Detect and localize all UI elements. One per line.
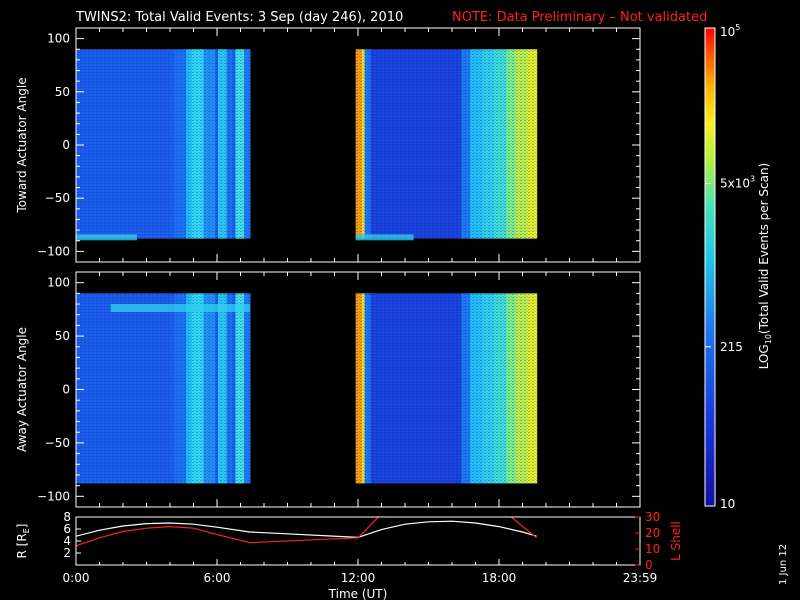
x-tick-label: 18:00 [482,571,517,585]
heatmap-feature [110,304,250,313]
colorbar-tick-label: 10 [720,497,735,511]
y-tick-label: 100 [47,32,70,46]
y-tick-label: −50 [45,436,70,450]
panel-background [76,517,640,565]
left-tick-label: 4 [63,534,71,548]
colorbar-tick-base: 215 [720,340,743,354]
data-block [355,49,538,241]
x-tick-label: 0:00 [63,571,90,585]
colorbar-label-rest: (Total Valid Events per Scan) [757,163,771,334]
left-tick-label: 6 [63,522,71,536]
y-tick-label: −100 [37,244,70,258]
y-tick-label: 0 [62,138,70,152]
y-tick-label: −50 [45,191,70,205]
x-tick-label: 6:00 [204,571,231,585]
colorbar-label: LOG10(Total Valid Events per Scan) [757,163,773,370]
heatmap-texture [76,293,250,484]
right-tick-label: 0 [645,558,653,572]
y-tick-label: 0 [62,383,70,397]
left-axis-label-main: R [R [15,533,29,558]
colorbar-tick-base: 10 [720,25,735,39]
colorbar-tick-base: 5x10 [720,176,750,190]
colorbar-tick-label: 215 [720,340,743,354]
toward-angle-panel: 100 50 0 −50 −100 Toward Actuator Angle [15,27,641,263]
x-tick-label: 23:59 [623,571,658,585]
heatmap-texture [355,293,537,484]
plot-date: 1 Jun 12 [778,544,789,585]
colorbar-tick-base: 10 [720,497,735,511]
left-axis-label-sub: E [22,528,31,533]
chart-title: TWINS2: Total Valid Events: 3 Sep (day 2… [75,10,403,25]
colorbar-tick-label: 105 [720,23,740,39]
data-block [76,49,251,241]
y-axis-label: Toward Actuator Angle [15,77,29,213]
away-angle-panel: 100 50 0 −50 −100 Away Actuator Angle [15,271,641,508]
right-tick-label: 10 [645,542,660,556]
data-block [355,293,538,484]
left-tick-label: 8 [63,510,71,524]
colorbar-gradient [704,27,716,507]
heatmap-texture [76,49,250,239]
x-axis-label: Time (UT) [328,587,388,600]
x-tick-label: 12:00 [341,571,376,585]
right-axis-label: L Shell [669,521,683,561]
colorbar-label-sub: 10 [764,334,773,344]
left-tick-label: 2 [63,546,71,560]
colorbar-label-log: LOG [757,344,771,369]
y-tick-label: −100 [37,489,70,503]
right-tick-label: 20 [645,526,660,540]
y-tick-label: 50 [55,85,70,99]
colorbar-tick-exponent: 5 [735,23,740,32]
colorbar-tick-exponent: 3 [750,174,755,183]
left-axis-label: R [RE] [15,524,31,559]
data-block [76,293,251,484]
heatmap-feature [355,234,414,241]
heatmap-texture [355,49,537,239]
y-tick-label: 50 [55,329,70,343]
y-axis-label: Away Actuator Angle [15,327,29,452]
chart-note: NOTE: Data Preliminary – Not validated [452,10,707,25]
right-tick-label: 30 [645,510,660,524]
left-axis-label-end: ] [15,524,29,529]
y-tick-label: 100 [47,276,70,290]
heatmap-feature [76,234,137,241]
colorbar-tick-label: 5x103 [720,174,755,190]
l-shell-line [76,517,537,547]
